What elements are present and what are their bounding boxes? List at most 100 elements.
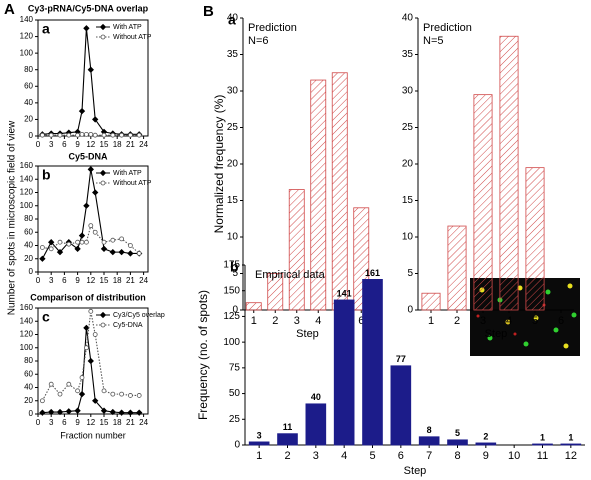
legend-label: Without ATP	[113, 180, 152, 187]
marker	[87, 66, 94, 73]
y-tick-label: 100	[20, 48, 34, 57]
value-label: 40	[311, 392, 321, 402]
marker	[110, 237, 116, 243]
x-tick-label: 2	[272, 315, 278, 327]
x-tick-label: 1	[251, 315, 257, 327]
x-tick-label: 18	[113, 276, 122, 285]
marker	[127, 250, 134, 257]
x-tick-label: 5	[369, 450, 375, 462]
marker	[100, 245, 108, 252]
marker	[101, 388, 107, 394]
y-tick-label: 120	[20, 330, 34, 339]
y-tick-label: 120	[20, 32, 34, 41]
y-tick-label: 40	[24, 241, 33, 250]
x-tick-label: 0	[36, 140, 41, 149]
y-tick-label: 80	[24, 214, 33, 223]
bar	[532, 443, 553, 446]
marker	[39, 409, 46, 416]
bar	[288, 189, 305, 311]
y-tick-label: 30	[227, 86, 239, 97]
marker	[78, 390, 86, 398]
marker	[92, 397, 99, 404]
panel-letter: B	[203, 3, 214, 20]
y-axis-label: Number of spots in microscopic field of …	[7, 120, 18, 315]
x-tick-label: 12	[86, 418, 95, 427]
plot-frame	[37, 307, 149, 415]
marker	[79, 375, 85, 380]
marker	[40, 398, 45, 404]
x-tick-label: 15	[100, 140, 109, 149]
marker	[40, 245, 45, 250]
marker	[127, 132, 133, 138]
x-tick-label: 24	[139, 140, 148, 149]
y-tick-label: 60	[24, 81, 33, 90]
marker	[101, 132, 107, 138]
legend-marker	[99, 311, 107, 319]
legend-label: Cy5-DNA	[113, 322, 143, 329]
x-tick-label: 4	[341, 450, 347, 462]
y-tick-label: 25	[229, 414, 241, 425]
marker	[75, 239, 80, 245]
marker	[84, 239, 89, 245]
panel-letter: b	[230, 259, 239, 275]
y-tick-label: 40	[24, 98, 33, 107]
x-axis-label: Fraction number	[60, 430, 126, 440]
y-tick-label: 160	[20, 161, 34, 170]
marker	[74, 407, 81, 414]
value-label: 161	[365, 268, 380, 278]
x-tick-label: 3	[294, 315, 300, 327]
marker	[92, 116, 99, 123]
marker	[74, 245, 81, 252]
x-tick-label: 9	[75, 140, 80, 149]
bar	[447, 225, 467, 311]
bar	[310, 79, 327, 311]
y-tick-label: 60	[24, 227, 33, 236]
y-tick-label: 0	[29, 409, 34, 418]
x-tick-label: 3	[480, 315, 486, 327]
bar	[248, 441, 270, 446]
bar	[418, 436, 440, 446]
y-axis-label: Normalized frequency (%)	[212, 95, 226, 234]
legend-marker	[100, 34, 106, 40]
marker	[75, 132, 80, 138]
y-tick-label: 5	[407, 268, 413, 279]
marker	[78, 107, 86, 115]
y-tick-label: 140	[20, 316, 34, 325]
plot-frame	[37, 165, 149, 273]
value-label: 141	[337, 288, 352, 298]
y-tick-label: 50	[229, 388, 241, 399]
bar	[447, 439, 468, 446]
y-tick-label: 125	[223, 311, 240, 322]
bar	[333, 299, 355, 446]
y-tick-label: 20	[24, 396, 33, 405]
value-label: 2	[483, 431, 488, 441]
marker	[48, 132, 54, 138]
y-tick-label: 40	[24, 383, 33, 392]
x-tick-label: 6	[62, 276, 67, 285]
marker	[87, 357, 94, 365]
marker	[92, 332, 98, 337]
x-tick-label: 7	[426, 450, 432, 462]
marker	[39, 255, 46, 262]
y-tick-label: 30	[402, 86, 414, 97]
x-tick-label: 3	[49, 140, 54, 149]
marker	[66, 132, 72, 138]
marker	[119, 236, 124, 242]
marker	[109, 248, 116, 256]
x-tick-label: 2	[284, 450, 290, 462]
y-tick-label: 100	[223, 337, 240, 348]
marker	[92, 229, 98, 235]
y-tick-label: 40	[227, 13, 239, 24]
marker	[75, 388, 80, 394]
x-tick-label: 10	[508, 450, 520, 462]
marker	[57, 132, 63, 138]
chart-title: Comparison of distribution	[30, 292, 146, 302]
marker	[83, 202, 90, 209]
legend-marker	[100, 180, 106, 186]
x-tick-label: 1	[256, 450, 262, 462]
x-tick-label: 24	[139, 418, 148, 427]
bar	[362, 278, 383, 446]
value-label: 1	[540, 432, 545, 442]
y-tick-label: 100	[20, 201, 34, 210]
